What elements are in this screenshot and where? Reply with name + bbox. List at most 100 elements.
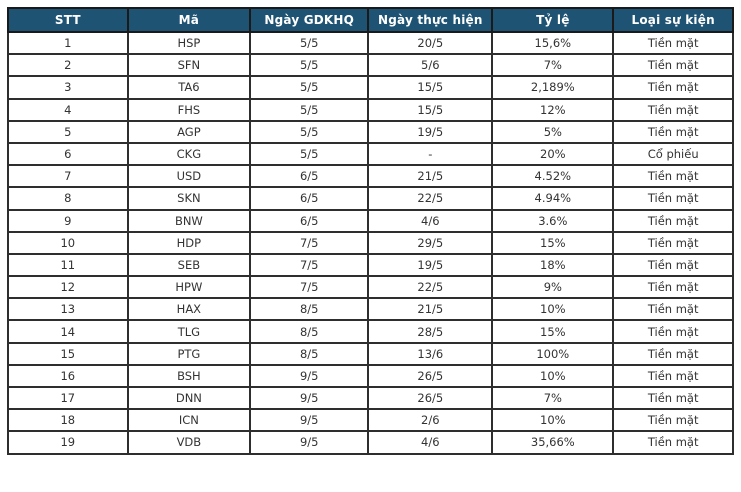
cell-ty-le: 5% <box>491 119 615 144</box>
cell-ngay-thuc-hien: 4/6 <box>367 430 494 455</box>
column-header-loai-su-kien: Loại sự kiện <box>612 7 734 33</box>
table-row: 18 ICN 9/5 2/6 10% Tiền mặt <box>7 408 734 433</box>
cell-ngay-thuc-hien: - <box>367 141 494 167</box>
cell-ty-le: 7% <box>491 53 615 78</box>
cell-ngay-gdkhq: 5/5 <box>249 97 370 122</box>
cell-stt: 12 <box>7 275 129 300</box>
cell-ty-le: 10% <box>491 408 615 433</box>
cell-ma: ICN <box>126 408 252 433</box>
cell-stt: 15 <box>7 341 129 366</box>
table-row: 19 VDB 9/5 4/6 35,66% Tiền mặt <box>7 430 734 455</box>
column-header-ty-le: Tỷ lệ <box>491 7 615 33</box>
cell-ngay-gdkhq: 8/5 <box>249 297 370 322</box>
cell-loai-su-kien: Tiền mặt <box>612 119 734 144</box>
table-row: 17 DNN 9/5 26/5 7% Tiền mặt <box>7 385 734 411</box>
table-header: STT Mã Ngày GDKHQ Ngày thực hiện Tỷ lệ L… <box>7 7 734 33</box>
cell-stt: 8 <box>7 186 129 211</box>
cell-ma: SFN <box>126 53 252 78</box>
column-header-ma: Mã <box>126 7 252 33</box>
cell-ngay-gdkhq: 6/5 <box>249 186 370 211</box>
cell-ngay-gdkhq: 9/5 <box>249 363 370 389</box>
cell-ty-le: 18% <box>491 252 615 278</box>
cell-ngay-gdkhq: 9/5 <box>249 385 370 411</box>
cell-ngay-thuc-hien: 5/6 <box>367 53 494 78</box>
cell-ty-le: 35,66% <box>491 430 615 455</box>
table-row: 6 CKG 5/5-20% Cổ phiếu <box>7 141 734 167</box>
cell-stt: 7 <box>7 164 129 189</box>
cell-ty-le: 15,6% <box>491 30 615 56</box>
cell-ma: FHS <box>126 97 252 122</box>
cell-ngay-thuc-hien: 13/6 <box>367 341 494 366</box>
cell-loai-su-kien: Tiền mặt <box>612 385 734 411</box>
table-row: 9 BNW 6/5 4/6 3.6% Tiền mặt <box>7 208 734 233</box>
cell-ngay-gdkhq: 5/5 <box>249 75 370 100</box>
table-row: 8 SKN 6/5 22/5 4.94% Tiền mặt <box>7 186 734 211</box>
cell-ngay-gdkhq: 5/5 <box>249 141 370 167</box>
table-row: 2 SFN 5/5 5/6 7% Tiền mặt <box>7 53 734 78</box>
cell-ma: SEB <box>126 252 252 278</box>
cell-loai-su-kien: Tiền mặt <box>612 297 734 322</box>
cell-stt: 9 <box>7 208 129 233</box>
cell-ngay-gdkhq: 5/5 <box>249 30 370 56</box>
cell-ngay-thuc-hien: 22/5 <box>367 186 494 211</box>
cell-ty-le: 10% <box>491 363 615 389</box>
cell-loai-su-kien: Tiền mặt <box>612 363 734 389</box>
cell-ma: HPW <box>126 275 252 300</box>
cell-loai-su-kien: Tiền mặt <box>612 230 734 255</box>
cell-ngay-thuc-hien: 21/5 <box>367 297 494 322</box>
cell-ngay-thuc-hien: 21/5 <box>367 164 494 189</box>
cell-ma: HAX <box>126 297 252 322</box>
cell-ma: SKN <box>126 186 252 211</box>
cell-stt: 3 <box>7 75 129 100</box>
cell-loai-su-kien: Tiền mặt <box>612 30 734 56</box>
column-header-ngay-gdkhq: Ngày GDKHQ <box>249 7 370 33</box>
cell-stt: 10 <box>7 230 129 255</box>
column-header-stt: STT <box>7 7 129 33</box>
cell-stt: 1 <box>7 30 129 56</box>
cell-ma: HDP <box>126 230 252 255</box>
cell-ngay-gdkhq: 7/5 <box>249 230 370 255</box>
cell-ma: BSH <box>126 363 252 389</box>
cell-ngay-thuc-hien: 19/5 <box>367 119 494 144</box>
cell-ma: VDB <box>126 430 252 455</box>
cell-ngay-thuc-hien: 26/5 <box>367 363 494 389</box>
cell-ngay-thuc-hien: 15/5 <box>367 97 494 122</box>
cell-ma: AGP <box>126 119 252 144</box>
cell-ty-le: 3.6% <box>491 208 615 233</box>
cell-stt: 11 <box>7 252 129 278</box>
cell-loai-su-kien: Tiền mặt <box>612 408 734 433</box>
cell-ty-le: 7% <box>491 385 615 411</box>
cell-ty-le: 9% <box>491 275 615 300</box>
cell-ngay-thuc-hien: 26/5 <box>367 385 494 411</box>
cell-loai-su-kien: Tiền mặt <box>612 252 734 278</box>
cell-ma: TLG <box>126 319 252 344</box>
cell-ty-le: 2,189% <box>491 75 615 100</box>
cell-ngay-gdkhq: 9/5 <box>249 430 370 455</box>
table-row: 13 HAX 8/5 21/5 10% Tiền mặt <box>7 297 734 322</box>
cell-ngay-thuc-hien: 2/6 <box>367 408 494 433</box>
cell-ty-le: 100% <box>491 341 615 366</box>
cell-ngay-gdkhq: 7/5 <box>249 252 370 278</box>
cell-loai-su-kien: Cổ phiếu <box>612 141 734 167</box>
cell-stt: 14 <box>7 319 129 344</box>
cell-ty-le: 4.94% <box>491 186 615 211</box>
cell-ngay-gdkhq: 8/5 <box>249 319 370 344</box>
table-row: 15 PTG 8/5 13/6 100% Tiền mặt <box>7 341 734 366</box>
cell-loai-su-kien: Tiền mặt <box>612 97 734 122</box>
cell-ma: BNW <box>126 208 252 233</box>
table-row: 1 HSP 5/5 20/5 15,6% Tiền mặt <box>7 30 734 56</box>
cell-ngay-gdkhq: 6/5 <box>249 208 370 233</box>
cell-ma: TA6 <box>126 75 252 100</box>
cell-ngay-thuc-hien: 19/5 <box>367 252 494 278</box>
column-header-ngay-thuc-hien: Ngày thực hiện <box>367 7 494 33</box>
cell-stt: 16 <box>7 363 129 389</box>
cell-ngay-thuc-hien: 22/5 <box>367 275 494 300</box>
cell-stt: 4 <box>7 97 129 122</box>
cell-ngay-thuc-hien: 28/5 <box>367 319 494 344</box>
table-row: 5 AGP 5/5 19/5 5% Tiền mặt <box>7 119 734 144</box>
cell-loai-su-kien: Tiền mặt <box>612 53 734 78</box>
cell-ma: DNN <box>126 385 252 411</box>
cell-ngay-gdkhq: 8/5 <box>249 341 370 366</box>
cell-ngay-gdkhq: 6/5 <box>249 164 370 189</box>
table-row: 11 SEB 7/5 19/5 18% Tiền mặt <box>7 252 734 278</box>
